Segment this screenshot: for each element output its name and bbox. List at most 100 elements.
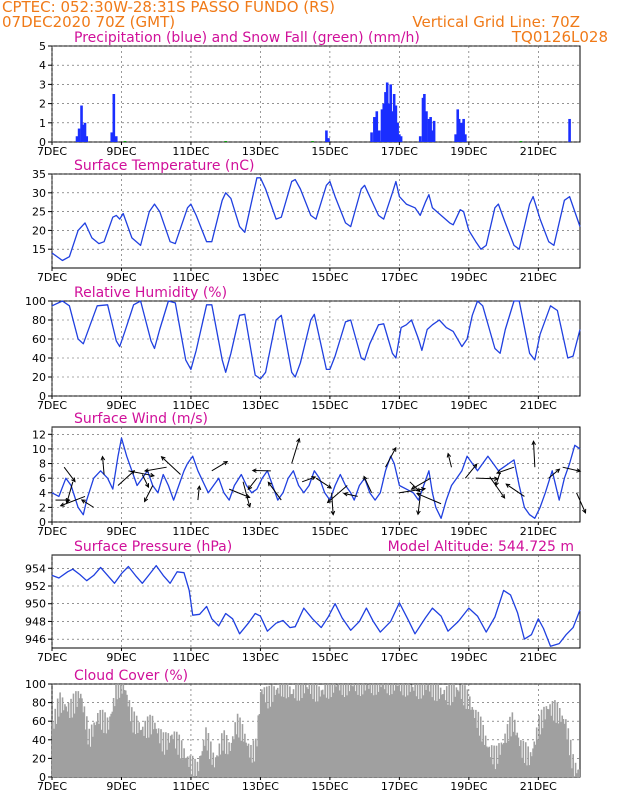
cloud-bar bbox=[244, 733, 246, 777]
station-label: CPTEC: 052:30W-28:31S PASSO FUNDO (RS) bbox=[2, 0, 335, 16]
wind-arrow-head bbox=[363, 475, 368, 481]
cloud-bar bbox=[321, 689, 324, 777]
precip-bar bbox=[427, 118, 431, 142]
x-tick-label: 13DEC bbox=[242, 145, 279, 158]
cloud-bar bbox=[521, 757, 523, 777]
cloud-bar bbox=[161, 751, 164, 777]
panel-cloud: 0 20 40 60 80 100 7DEC 9DEC 11DEC 13DEC 15DEC 17DEC… bbox=[25, 668, 582, 793]
cloud-bar bbox=[458, 691, 460, 777]
cloud-bar bbox=[89, 746, 92, 777]
cloud-bar bbox=[66, 711, 69, 777]
wind-arrow-head bbox=[392, 446, 397, 452]
cloud-bar bbox=[70, 698, 72, 777]
cloud-bar bbox=[67, 702, 70, 777]
cloud-bar bbox=[577, 769, 579, 777]
cloud-bar bbox=[338, 690, 341, 777]
precip-bar bbox=[382, 103, 386, 142]
cloud-bar bbox=[297, 684, 300, 777]
x-tick-label: 11DEC bbox=[172, 271, 209, 284]
cloud-bar bbox=[137, 732, 139, 777]
cloud-bar bbox=[84, 729, 87, 777]
cloud-bar bbox=[397, 685, 399, 777]
y-tick-label: 0 bbox=[39, 771, 46, 784]
cloud-bar bbox=[206, 750, 209, 777]
cloud-bar bbox=[523, 762, 526, 777]
cloud-bar bbox=[253, 761, 256, 777]
cloud-bar bbox=[550, 715, 553, 777]
cloud-bar bbox=[189, 755, 191, 777]
cloud-bar bbox=[318, 686, 320, 777]
wind-arrow-head bbox=[143, 468, 149, 473]
cloud-bar bbox=[279, 684, 281, 777]
cloud-bar bbox=[72, 693, 75, 777]
y-tick-label: 20 bbox=[32, 371, 46, 384]
cloud-bar bbox=[281, 684, 284, 777]
cloud-bar bbox=[128, 700, 131, 777]
cloud-bar bbox=[127, 706, 129, 777]
cloud-bar bbox=[323, 694, 325, 777]
y-tick-label: 8 bbox=[39, 458, 46, 471]
y-tick-label: 950 bbox=[25, 598, 46, 611]
cloud-bar bbox=[194, 758, 196, 777]
cloud-bar bbox=[422, 695, 425, 777]
cloud-bar bbox=[349, 684, 352, 777]
cloud-bar bbox=[360, 684, 363, 777]
cloud-bar bbox=[355, 684, 358, 777]
y-tick-label: 954 bbox=[25, 562, 46, 575]
cloud-bar bbox=[315, 684, 318, 777]
panel-frame bbox=[51, 45, 581, 143]
cloud-bar bbox=[426, 685, 429, 777]
precip-bar bbox=[454, 134, 457, 142]
x-tick-label: 15DEC bbox=[311, 145, 348, 158]
cloud-bar bbox=[332, 692, 335, 777]
cloud-bar bbox=[478, 735, 481, 777]
cloud-bar bbox=[289, 686, 291, 777]
cloud-bar bbox=[216, 755, 218, 777]
cloud-bar bbox=[160, 729, 162, 777]
cloud-bar bbox=[352, 686, 354, 777]
cloud-bar bbox=[524, 742, 527, 777]
cloud-bar bbox=[257, 715, 260, 777]
cloud-bar bbox=[554, 700, 556, 777]
cloud-bar bbox=[158, 743, 161, 777]
cloud-bar bbox=[538, 715, 540, 777]
cloud-bar bbox=[312, 699, 314, 777]
cloud-bar bbox=[134, 734, 137, 777]
y-tick-label: 40 bbox=[32, 352, 46, 365]
cloud-bar bbox=[255, 738, 257, 777]
x-tick-label: 19DEC bbox=[450, 145, 487, 158]
cloud-bar bbox=[520, 740, 522, 777]
cloud-bar bbox=[484, 735, 487, 777]
x-tick-label: 9DEC bbox=[106, 651, 136, 664]
y-tick-label: 6 bbox=[39, 472, 46, 485]
y-tick-label: 60 bbox=[32, 333, 46, 346]
cloud-bar bbox=[107, 729, 110, 777]
cloud-bar bbox=[229, 750, 232, 777]
cloud-bar bbox=[383, 689, 386, 777]
cloud-bar bbox=[514, 719, 516, 777]
cloud-bar bbox=[53, 728, 55, 777]
cloud-bar bbox=[379, 684, 381, 777]
cloud-bar bbox=[424, 684, 426, 777]
cloud-bar bbox=[275, 689, 278, 777]
cloud-bar bbox=[190, 774, 193, 777]
cloud-bar bbox=[81, 698, 83, 777]
x-tick-label: 7DEC bbox=[37, 525, 67, 538]
cloud-bar bbox=[442, 693, 444, 777]
cloud-bar bbox=[262, 694, 264, 777]
cloud-bar bbox=[86, 716, 88, 777]
cloud-bar bbox=[391, 694, 393, 777]
cloud-bar bbox=[414, 684, 416, 777]
y-tick-label: 5 bbox=[39, 40, 46, 53]
cloud-bar bbox=[224, 753, 227, 777]
cloud-bar bbox=[222, 750, 224, 777]
wind-arrow bbox=[562, 466, 581, 472]
y-tick-label: 100 bbox=[25, 678, 46, 691]
cloud-bar bbox=[263, 687, 266, 777]
x-tick-label: 19DEC bbox=[450, 525, 487, 538]
cloud-bar bbox=[205, 727, 207, 777]
cloud-bar bbox=[169, 735, 172, 777]
cloud-bar bbox=[177, 754, 179, 777]
cloud-bar bbox=[415, 696, 418, 777]
wind-arrow bbox=[315, 477, 332, 489]
